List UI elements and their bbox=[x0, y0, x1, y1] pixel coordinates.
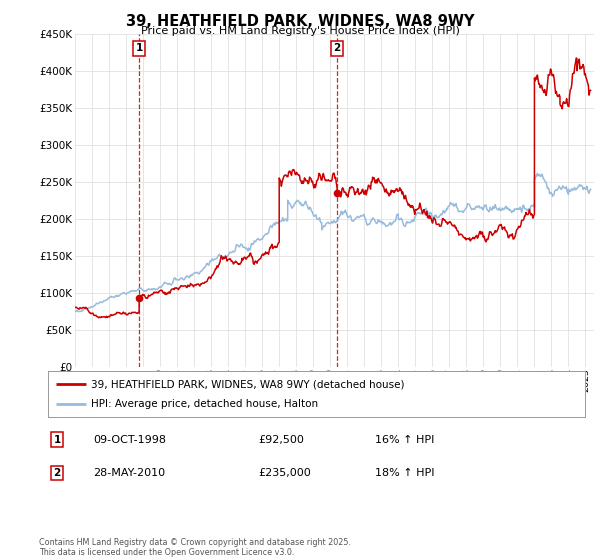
Text: 1: 1 bbox=[136, 44, 143, 53]
Text: £235,000: £235,000 bbox=[258, 468, 311, 478]
Text: 1: 1 bbox=[53, 435, 61, 445]
Text: 39, HEATHFIELD PARK, WIDNES, WA8 9WY (detached house): 39, HEATHFIELD PARK, WIDNES, WA8 9WY (de… bbox=[91, 379, 404, 389]
Text: HPI: Average price, detached house, Halton: HPI: Average price, detached house, Halt… bbox=[91, 399, 318, 409]
Text: 2: 2 bbox=[334, 44, 341, 53]
Text: Contains HM Land Registry data © Crown copyright and database right 2025.
This d: Contains HM Land Registry data © Crown c… bbox=[39, 538, 351, 557]
Text: Price paid vs. HM Land Registry's House Price Index (HPI): Price paid vs. HM Land Registry's House … bbox=[140, 26, 460, 36]
Text: 2: 2 bbox=[53, 468, 61, 478]
Text: £92,500: £92,500 bbox=[258, 435, 304, 445]
Text: 09-OCT-1998: 09-OCT-1998 bbox=[93, 435, 166, 445]
Text: 18% ↑ HPI: 18% ↑ HPI bbox=[375, 468, 434, 478]
Text: 39, HEATHFIELD PARK, WIDNES, WA8 9WY: 39, HEATHFIELD PARK, WIDNES, WA8 9WY bbox=[126, 14, 474, 29]
Text: 16% ↑ HPI: 16% ↑ HPI bbox=[375, 435, 434, 445]
Text: 28-MAY-2010: 28-MAY-2010 bbox=[93, 468, 165, 478]
